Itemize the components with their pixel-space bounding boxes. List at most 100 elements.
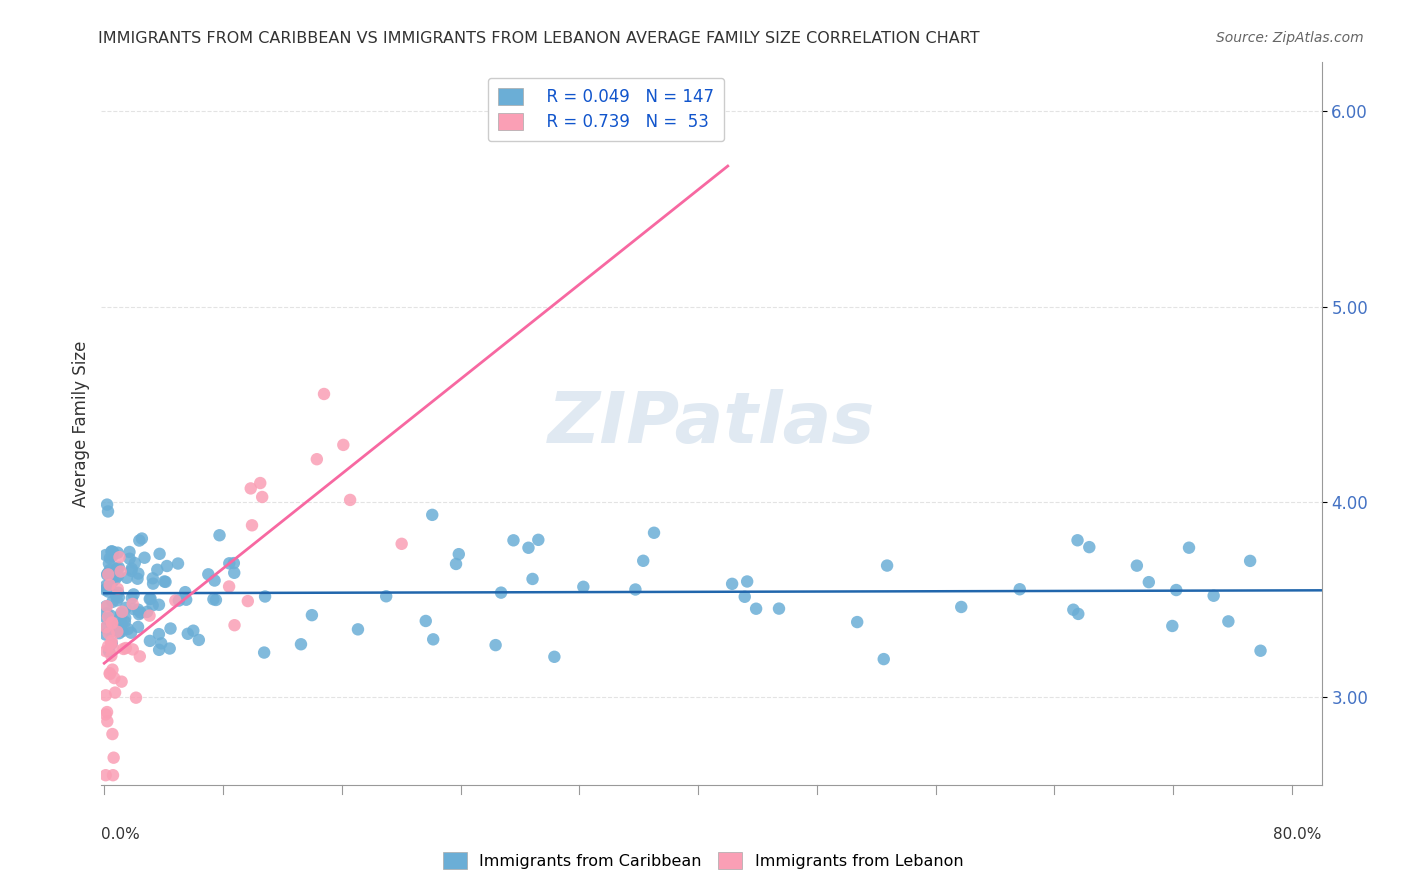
Immigrants from Caribbean <box>110 609 132 624</box>
Immigrants from Lebanon <box>240 518 263 533</box>
Immigrants from Caribbean <box>150 636 173 650</box>
Immigrants from Caribbean <box>347 623 370 637</box>
Immigrants from Caribbean <box>96 498 118 512</box>
Immigrants from Caribbean <box>876 558 898 573</box>
Immigrants from Caribbean <box>139 633 162 648</box>
Immigrants from Caribbean <box>202 592 225 607</box>
Immigrants from Caribbean <box>127 620 149 634</box>
Immigrants from Caribbean <box>98 644 121 658</box>
Immigrants from Caribbean <box>100 614 122 628</box>
Immigrants from Caribbean <box>94 599 117 614</box>
Immigrants from Caribbean <box>94 582 117 597</box>
Immigrants from Caribbean <box>254 590 277 604</box>
Immigrants from Caribbean <box>721 577 744 591</box>
Immigrants from Caribbean <box>101 574 124 589</box>
Immigrants from Caribbean <box>101 545 124 559</box>
Y-axis label: Average Family Size: Average Family Size <box>72 341 90 507</box>
Immigrants from Caribbean <box>522 572 544 586</box>
Immigrants from Caribbean <box>1250 644 1272 658</box>
Immigrants from Caribbean <box>735 574 758 589</box>
Immigrants from Caribbean <box>204 574 226 588</box>
Immigrants from Caribbean <box>222 556 245 570</box>
Immigrants from Caribbean <box>139 591 162 606</box>
Immigrants from Caribbean <box>107 568 129 582</box>
Immigrants from Caribbean <box>543 649 565 664</box>
Immigrants from Lebanon <box>224 618 246 632</box>
Immigrants from Lebanon <box>111 605 134 619</box>
Immigrants from Caribbean <box>142 599 165 613</box>
Immigrants from Lebanon <box>96 599 118 614</box>
Immigrants from Caribbean <box>1062 603 1084 617</box>
Immigrants from Caribbean <box>768 601 790 615</box>
Immigrants from Caribbean <box>572 580 595 594</box>
Immigrants from Caribbean <box>745 601 768 615</box>
Immigrants from Caribbean <box>174 585 197 599</box>
Immigrants from Caribbean <box>643 525 665 540</box>
Immigrants from Caribbean <box>224 566 246 580</box>
Immigrants from Lebanon <box>101 768 124 782</box>
Immigrants from Caribbean <box>159 641 181 656</box>
Immigrants from Caribbean <box>1066 533 1088 548</box>
Immigrants from Caribbean <box>484 638 506 652</box>
Immigrants from Caribbean <box>127 602 149 616</box>
Immigrants from Caribbean <box>159 622 181 636</box>
Immigrants from Caribbean <box>110 607 132 621</box>
Immigrants from Caribbean <box>107 546 129 560</box>
Immigrants from Lebanon <box>98 667 121 681</box>
Immigrants from Lebanon <box>100 636 122 650</box>
Immigrants from Caribbean <box>129 606 152 620</box>
Immigrants from Caribbean <box>142 571 165 585</box>
Immigrants from Lebanon <box>94 620 117 634</box>
Immigrants from Caribbean <box>97 504 120 518</box>
Immigrants from Lebanon <box>98 666 121 681</box>
Immigrants from Lebanon <box>105 624 128 639</box>
Immigrants from Caribbean <box>1008 582 1031 597</box>
Text: ZIPatlas: ZIPatlas <box>548 389 875 458</box>
Immigrants from Caribbean <box>107 591 129 605</box>
Immigrants from Lebanon <box>112 642 135 657</box>
Immigrants from Lebanon <box>98 578 121 592</box>
Immigrants from Caribbean <box>128 533 150 548</box>
Immigrants from Caribbean <box>96 567 118 582</box>
Immigrants from Caribbean <box>148 643 170 657</box>
Immigrants from Caribbean <box>375 589 398 603</box>
Immigrants from Caribbean <box>96 607 118 621</box>
Immigrants from Caribbean <box>1202 589 1225 603</box>
Immigrants from Caribbean <box>146 563 169 577</box>
Immigrants from Caribbean <box>208 528 231 542</box>
Immigrants from Lebanon <box>110 674 132 689</box>
Immigrants from Caribbean <box>301 608 323 623</box>
Immigrants from Caribbean <box>447 547 470 561</box>
Immigrants from Caribbean <box>121 562 143 576</box>
Immigrants from Caribbean <box>100 624 122 639</box>
Immigrants from Lebanon <box>94 768 117 782</box>
Immigrants from Caribbean <box>97 584 120 599</box>
Immigrants from Lebanon <box>391 537 413 551</box>
Immigrants from Caribbean <box>197 567 219 582</box>
Immigrants from Lebanon <box>236 594 259 608</box>
Immigrants from Caribbean <box>1078 540 1101 554</box>
Immigrants from Caribbean <box>846 615 869 629</box>
Immigrants from Caribbean <box>100 544 122 558</box>
Immigrants from Caribbean <box>153 574 176 589</box>
Immigrants from Lebanon <box>218 580 240 594</box>
Immigrants from Lebanon <box>96 714 118 729</box>
Immigrants from Lebanon <box>96 705 118 719</box>
Immigrants from Caribbean <box>96 612 118 626</box>
Immigrants from Caribbean <box>121 591 143 605</box>
Immigrants from Caribbean <box>101 595 124 609</box>
Immigrants from Caribbean <box>101 636 124 650</box>
Immigrants from Lebanon <box>305 452 328 467</box>
Immigrants from Lebanon <box>97 567 120 582</box>
Immigrants from Caribbean <box>1218 615 1240 629</box>
Immigrants from Caribbean <box>149 547 172 561</box>
Immigrants from Caribbean <box>253 646 276 660</box>
Immigrants from Caribbean <box>517 541 540 555</box>
Immigrants from Caribbean <box>108 560 131 574</box>
Immigrants from Caribbean <box>177 627 200 641</box>
Immigrants from Caribbean <box>97 566 120 581</box>
Immigrants from Caribbean <box>136 605 159 619</box>
Immigrants from Caribbean <box>111 624 134 639</box>
Immigrants from Caribbean <box>631 554 654 568</box>
Immigrants from Caribbean <box>120 625 142 640</box>
